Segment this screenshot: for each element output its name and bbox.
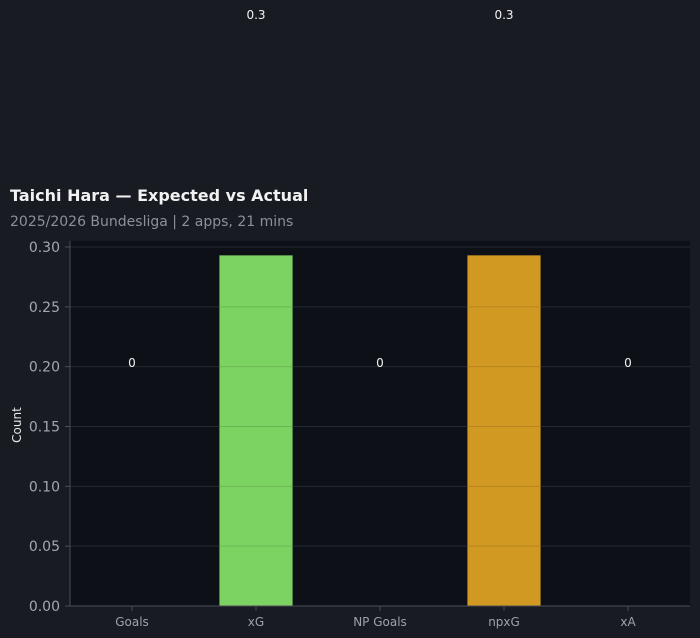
- data-label: 0: [624, 356, 632, 370]
- data-label: 0: [376, 356, 384, 370]
- y-tick-labels: 0.00 0.05 0.10 0.15 0.20 0.25 0.30: [29, 240, 70, 615]
- y-axis-label: Count: [10, 407, 24, 443]
- bars: [219, 255, 541, 606]
- chart-subtitle: 2025/2026 Bundesliga | 2 apps, 21 mins: [10, 214, 293, 230]
- x-tick-label: NP Goals: [353, 615, 407, 629]
- plot-area: [70, 241, 690, 606]
- y-tick-label: 0.10: [29, 479, 60, 495]
- bar: [219, 255, 293, 606]
- y-tick-label: 0.30: [29, 240, 60, 256]
- y-tick-label: 0.25: [29, 300, 60, 316]
- grid-lines: [70, 246, 690, 547]
- y-tick-label: 0.00: [29, 599, 60, 615]
- bar: [467, 255, 541, 606]
- x-tick-labels: Goals xG NP Goals npxG xA: [115, 606, 636, 629]
- data-labels: 0 0.3 0 0.3 0: [128, 8, 632, 370]
- x-tick-label: xG: [248, 615, 264, 629]
- grid-overlay: [70, 246, 690, 547]
- y-tick-label: 0.15: [29, 419, 60, 435]
- y-tick-label: 0.20: [29, 360, 60, 376]
- x-tick-label: xA: [620, 615, 636, 629]
- x-tick-label: Goals: [115, 615, 149, 629]
- data-label: 0.3: [494, 8, 513, 22]
- x-tick-label: npxG: [488, 615, 520, 629]
- data-label: 0.3: [246, 8, 265, 22]
- chart-title: Taichi Hara — Expected vs Actual: [10, 186, 308, 205]
- data-label: 0: [128, 356, 136, 370]
- y-tick-label: 0.05: [29, 539, 60, 555]
